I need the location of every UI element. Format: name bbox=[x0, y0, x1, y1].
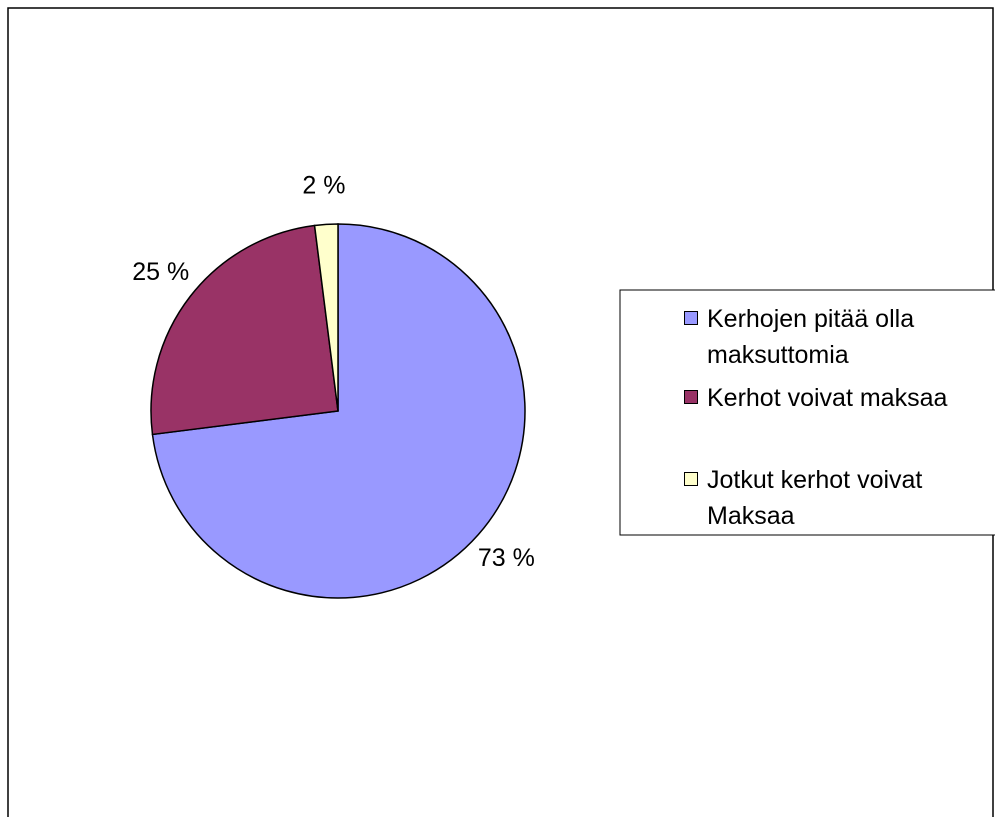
legend-marker bbox=[684, 311, 698, 325]
legend-label: Kerhot voivat maksaa bbox=[707, 384, 948, 412]
legend-marker bbox=[684, 390, 698, 404]
pie-slice bbox=[313, 223, 339, 412]
pie-slice bbox=[150, 224, 339, 436]
data-label: 73 % bbox=[478, 544, 535, 572]
data-label: 25 % bbox=[132, 258, 189, 286]
legend-marker bbox=[684, 472, 698, 486]
legend-label: Kerhojen pitää olla maksuttomia bbox=[707, 305, 915, 369]
data-label: 2 % bbox=[302, 172, 345, 200]
legend-box bbox=[619, 289, 995, 536]
legend-label: Jotkut kerhot voivat Maksaa bbox=[707, 466, 923, 530]
